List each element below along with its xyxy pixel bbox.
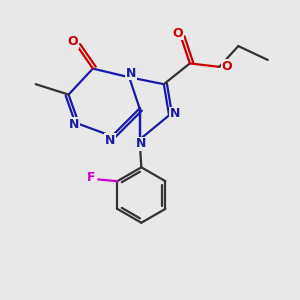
Text: N: N	[105, 134, 116, 147]
Text: F: F	[86, 171, 95, 184]
Text: N: N	[170, 107, 181, 120]
Text: O: O	[222, 60, 232, 73]
Text: N: N	[126, 67, 136, 80]
Text: N: N	[69, 118, 79, 130]
Text: N: N	[136, 137, 146, 150]
Text: O: O	[68, 35, 78, 48]
Text: O: O	[172, 27, 183, 40]
